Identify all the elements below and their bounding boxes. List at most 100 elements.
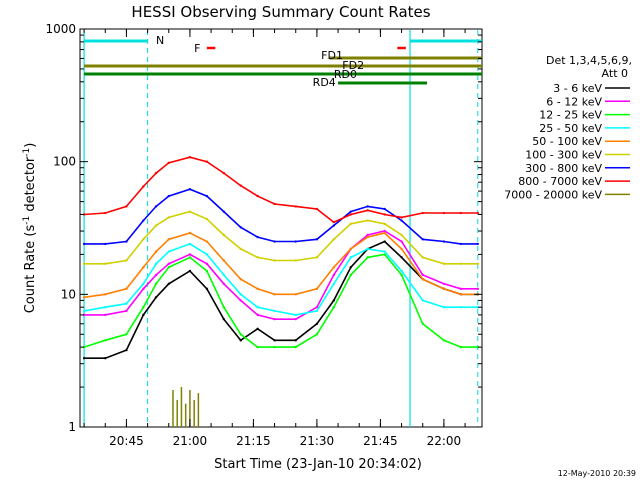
data-point (142, 282, 145, 286)
data-point (332, 238, 336, 241)
y-tick-label: 1000 (45, 22, 76, 36)
data-point (239, 184, 242, 187)
data-point (167, 238, 170, 241)
data-point (349, 213, 352, 216)
data-point (82, 296, 86, 299)
data-point (315, 287, 319, 291)
data-point (400, 273, 403, 277)
data-point (421, 211, 424, 215)
data-point (421, 273, 424, 277)
data-point (476, 287, 479, 291)
data-point (222, 305, 225, 309)
x-axis-label: Start Time (23-Jan-10 20:34:02) (214, 457, 422, 472)
data-point (476, 242, 479, 246)
data-point (294, 259, 297, 262)
data-point (315, 207, 319, 211)
data-point (239, 278, 242, 281)
series-layer (82, 156, 479, 427)
data-point (400, 256, 403, 259)
data-point (442, 339, 446, 342)
data-point (349, 266, 352, 269)
data-point (256, 194, 259, 198)
data-point (273, 309, 276, 313)
y-axis-label: Count Rate (s-1 detector-1) (22, 143, 38, 314)
data-point (459, 293, 463, 296)
data-point (332, 220, 336, 224)
data-point (332, 299, 336, 302)
data-point (142, 219, 145, 222)
fd1-label: FD1 (321, 49, 343, 62)
series-25-50keV (82, 242, 479, 317)
x-tick-label: 20:45 (109, 434, 144, 448)
data-point (104, 211, 107, 215)
y-tick-label: 1 (68, 420, 76, 434)
data-point (459, 345, 463, 349)
data-point (222, 171, 225, 175)
data-point (366, 235, 369, 239)
data-point (154, 262, 158, 265)
data-point (459, 211, 463, 215)
data-point (167, 250, 170, 253)
data-point (332, 282, 336, 286)
data-point (125, 333, 128, 336)
data-point (459, 305, 463, 309)
data-point (349, 222, 352, 226)
data-point (188, 269, 192, 273)
fd2-label: FD2 (342, 59, 364, 72)
data-point (188, 253, 192, 256)
data-point (442, 240, 446, 243)
data-point (82, 262, 86, 265)
data-point (383, 222, 386, 226)
x-tick-label: 21:15 (236, 434, 271, 448)
data-point (222, 317, 225, 321)
data-point (188, 242, 192, 246)
data-point (154, 273, 158, 277)
data-point (315, 309, 319, 313)
data-point (273, 293, 276, 296)
data-point (294, 205, 297, 208)
data-point (476, 345, 479, 349)
series-line (83, 232, 478, 299)
data-point (383, 240, 386, 243)
data-point (188, 231, 192, 235)
data-point (167, 266, 170, 269)
data-point (239, 299, 242, 302)
data-point (239, 293, 242, 296)
data-point (366, 256, 369, 259)
data-point (459, 287, 463, 291)
data-point (332, 224, 336, 227)
legend-label: 6 - 12 keV (546, 95, 602, 108)
data-point (125, 205, 128, 208)
data-point (349, 247, 352, 251)
data-point (125, 240, 128, 243)
data-point (205, 194, 209, 198)
data-point (349, 210, 352, 213)
data-point (476, 211, 479, 215)
series-3-6keV (82, 240, 479, 360)
data-point (315, 333, 319, 336)
data-point (154, 296, 158, 299)
data-point (239, 333, 242, 336)
data-point (294, 317, 297, 321)
data-point (476, 262, 479, 265)
data-point (82, 357, 86, 360)
chart-title: HESSI Observing Summary Count Rates (131, 3, 430, 21)
data-point (205, 240, 209, 243)
data-point (366, 219, 369, 222)
data-point (400, 247, 403, 251)
data-point (459, 262, 463, 265)
data-point (104, 339, 107, 342)
data-point (104, 313, 107, 317)
data-point (205, 269, 209, 273)
data-point (383, 229, 386, 233)
data-point (366, 205, 369, 208)
data-point (400, 219, 403, 222)
series-800-7000keV (82, 156, 479, 224)
data-point (459, 242, 463, 246)
data-point (294, 240, 297, 243)
data-point (383, 213, 386, 216)
data-point (142, 313, 145, 317)
data-point (315, 305, 319, 309)
legend-label: 7000 - 20000 keV (504, 188, 602, 201)
data-point (125, 302, 128, 305)
